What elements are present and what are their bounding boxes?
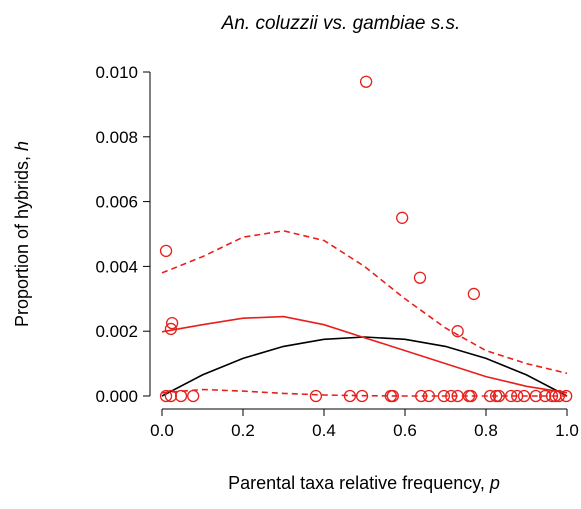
y-axis-label: Proportion of hybrids, h — [12, 141, 32, 327]
x-tick-label: 0.4 — [312, 421, 336, 440]
data-point — [560, 389, 573, 403]
data-point — [359, 75, 373, 88]
data-point — [552, 389, 566, 403]
y-tick-label: 0.010 — [95, 63, 138, 82]
x-label-text: Parental taxa relative frequency, — [228, 473, 490, 493]
fit-line — [161, 388, 567, 397]
x-label-var: p — [489, 473, 500, 493]
data-point — [451, 325, 464, 338]
x-tick-label: 1.0 — [555, 421, 579, 440]
data-point — [159, 389, 173, 403]
data-point — [415, 389, 428, 403]
data-point — [437, 389, 451, 403]
data-point — [467, 287, 481, 301]
data-point — [483, 389, 497, 403]
data-point — [517, 389, 531, 403]
y-tick-label: 0.006 — [95, 193, 138, 212]
data-point — [165, 316, 179, 330]
data-point — [464, 389, 478, 403]
y-tick-label: 0.002 — [95, 322, 138, 341]
y-tick-label: 0.000 — [95, 387, 138, 406]
x-tick-label: 0.2 — [231, 421, 255, 440]
data-point — [445, 389, 458, 403]
chart-title: An. coluzzii vs. gambiae s.s. — [221, 13, 461, 34]
data-point — [492, 389, 506, 403]
data-point — [489, 389, 503, 403]
data-point — [511, 389, 524, 403]
x-axis-label: Parental taxa relative frequency, p — [228, 473, 500, 493]
x-tick-label: 0.0 — [150, 421, 174, 440]
data-point — [174, 389, 188, 403]
fit-line — [161, 336, 568, 397]
y-label-text: Proportion of hybrids, — [12, 151, 32, 327]
data-point — [164, 322, 178, 336]
data-point — [529, 389, 542, 403]
y-label-var: h — [12, 141, 32, 151]
data-point — [355, 389, 369, 403]
data-point — [159, 244, 173, 257]
fit-line — [161, 229, 568, 375]
data-point — [343, 389, 357, 403]
data-point — [187, 389, 200, 403]
data-point — [396, 211, 409, 224]
y-tick-label: 0.008 — [95, 128, 138, 147]
data-point — [545, 389, 559, 403]
data-point — [422, 389, 436, 403]
data-point — [538, 389, 552, 403]
x-tick-label: 0.8 — [474, 421, 498, 440]
x-tick-label: 0.6 — [393, 421, 417, 440]
data-point — [309, 389, 323, 403]
y-tick-label: 0.004 — [95, 257, 138, 276]
data-point — [386, 389, 400, 403]
data-point — [413, 271, 427, 284]
data-point — [164, 389, 178, 403]
data-point — [504, 389, 518, 403]
fit-line — [161, 315, 568, 394]
